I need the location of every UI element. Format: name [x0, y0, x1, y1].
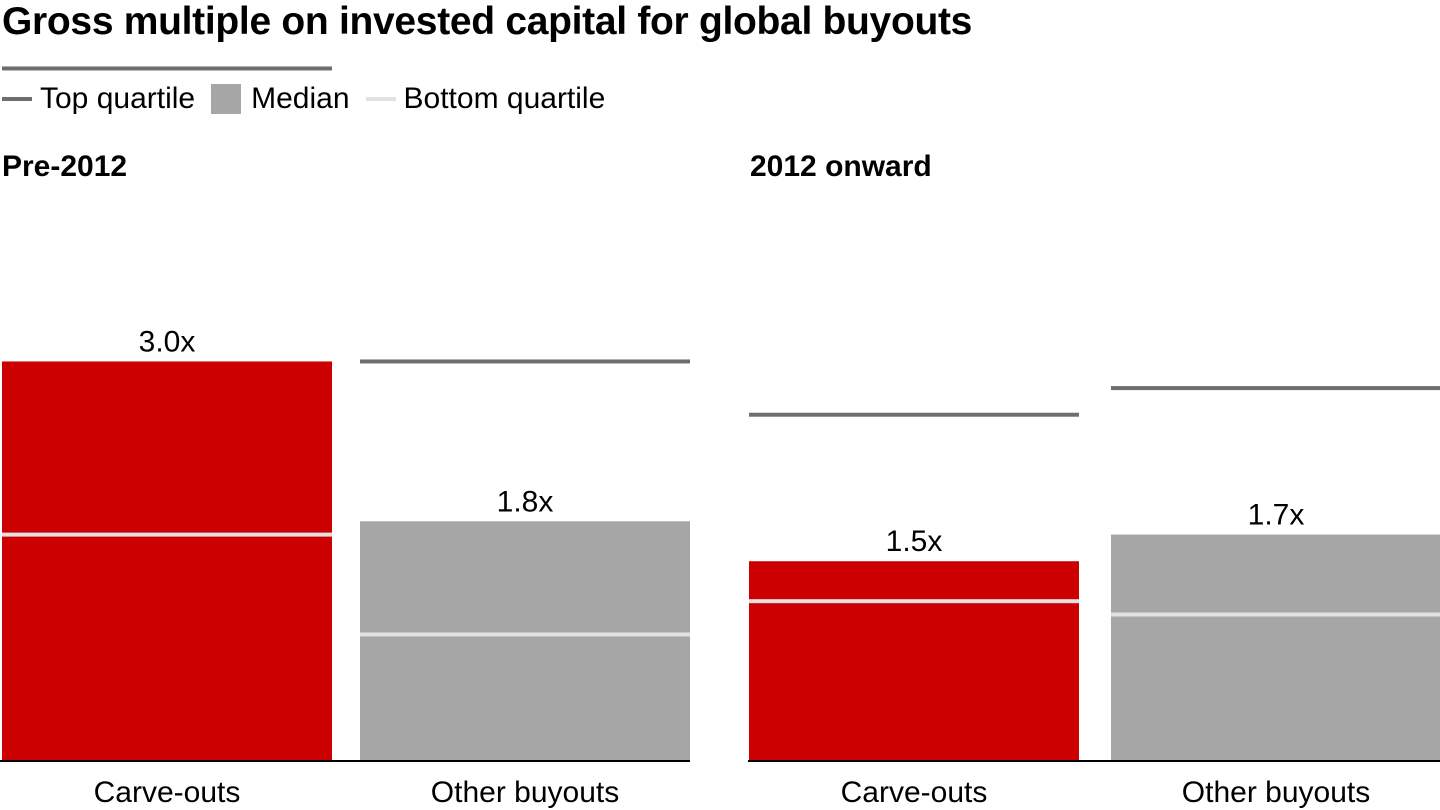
category-label-p0-carve-outs: Carve-outs — [94, 776, 241, 809]
legend-bottom-quartile-label: Bottom quartile — [403, 82, 606, 115]
data-label-p1-other-buyouts: 1.7x — [1248, 499, 1305, 532]
panel-title-pre-2012: Pre-2012 — [2, 150, 128, 183]
bottom-quartile-line-p0-carve-outs — [2, 532, 332, 537]
bar-median-p0-other-buyouts — [360, 521, 690, 761]
data-label-p0-other-buyouts: 1.8x — [497, 485, 554, 518]
legend-top-quartile-swatch — [2, 97, 32, 101]
top-quartile-line-p0-carve-outs — [2, 66, 332, 71]
bottom-quartile-line-p1-carve-outs — [749, 599, 1079, 604]
bottom-quartile-line-p0-other-buyouts — [360, 632, 690, 637]
baseline-panel-1 — [748, 760, 1440, 762]
data-label-p1-carve-outs: 1.5x — [886, 525, 943, 558]
legend-median-label: Median — [251, 82, 350, 115]
top-quartile-line-p1-carve-outs — [749, 412, 1079, 417]
legend: Top quartile Median Bottom quartile — [2, 80, 621, 118]
legend-bottom-quartile-swatch — [365, 97, 396, 101]
bar-median-p1-carve-outs — [749, 561, 1079, 761]
legend-top-quartile-label: Top quartile — [40, 82, 196, 115]
bar-median-p1-other-buyouts — [1111, 534, 1440, 761]
category-label-p1-carve-outs: Carve-outs — [841, 776, 988, 809]
panel-title-2012-onward: 2012 onward — [750, 150, 932, 183]
legend-median-swatch — [211, 84, 242, 114]
top-quartile-line-p1-other-buyouts — [1111, 386, 1440, 391]
data-label-p0-carve-outs: 3.0x — [139, 325, 196, 358]
baseline-panel-0 — [0, 760, 690, 762]
category-label-p1-other-buyouts: Other buyouts — [1182, 776, 1370, 809]
top-quartile-line-p0-other-buyouts — [360, 359, 690, 364]
bar-median-p0-carve-outs — [2, 361, 332, 761]
category-label-p0-other-buyouts: Other buyouts — [431, 776, 619, 809]
legend-top-quartile: Top quartile — [2, 82, 195, 116]
chart-title: Gross multiple on invested capital for g… — [2, 0, 973, 43]
legend-median: Median — [211, 82, 350, 116]
legend-bottom-quartile: Bottom quartile — [365, 82, 606, 116]
bottom-quartile-line-p1-other-buyouts — [1111, 612, 1440, 617]
